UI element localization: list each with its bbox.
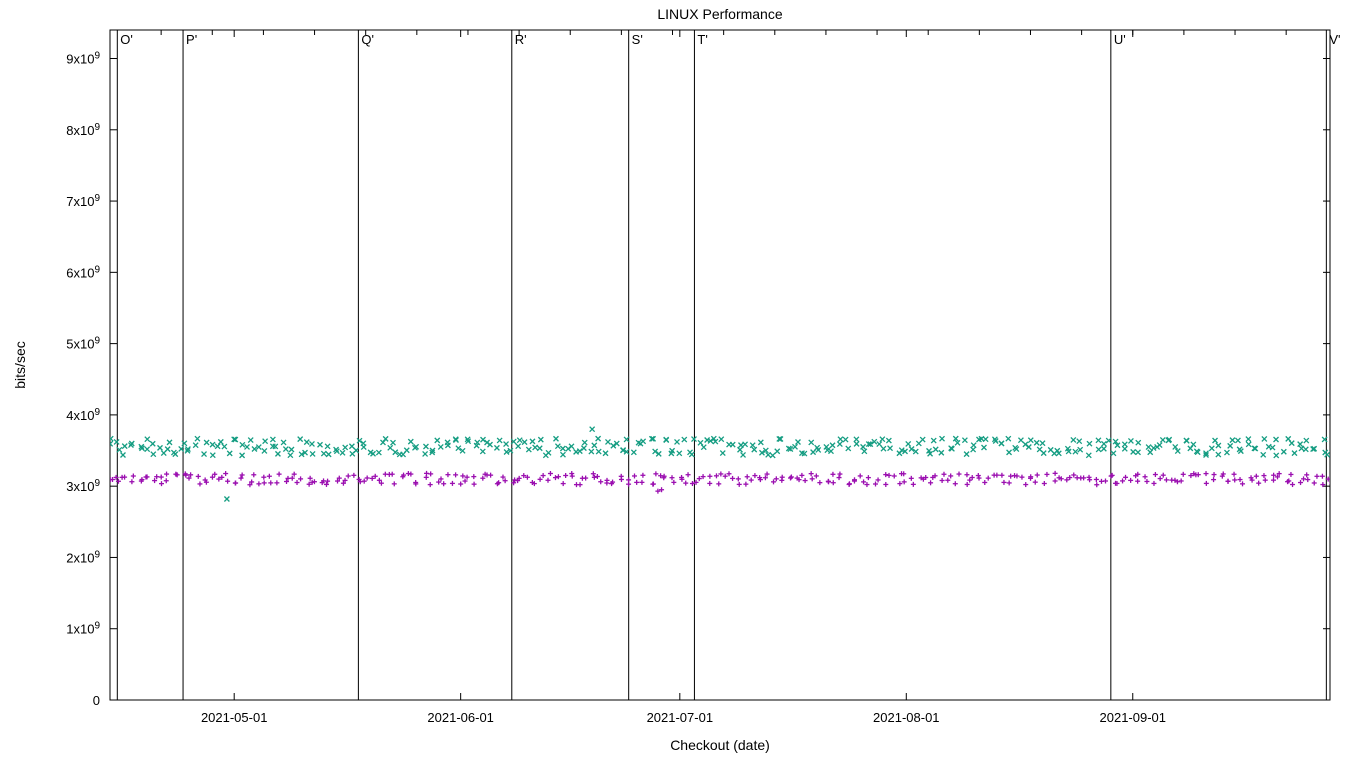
event-label: S' <box>632 32 643 47</box>
chart-title: LINUX Performance <box>657 6 782 22</box>
event-label: U' <box>1114 32 1126 47</box>
x-tick-label: 2021-09-01 <box>1100 710 1167 725</box>
chart-container: LINUX Performance Checkout (date) bits/sec… <box>0 0 1360 768</box>
event-label: O' <box>120 32 133 47</box>
x-tick-label: 2021-08-01 <box>873 710 940 725</box>
event-label: R' <box>515 32 527 47</box>
x-tick-label: 2021-07-01 <box>647 710 714 725</box>
event-label: T' <box>697 32 707 47</box>
y-tick-label: 0 <box>93 693 100 708</box>
chart-svg: LINUX Performance Checkout (date) bits/sec… <box>0 0 1360 768</box>
event-label: P' <box>186 32 197 47</box>
x-tick-label: 2021-05-01 <box>201 710 268 725</box>
x-axis-label: Checkout (date) <box>670 737 770 753</box>
y-axis-label: bits/sec <box>12 341 28 388</box>
event-label: V' <box>1329 32 1340 47</box>
x-tick-label: 2021-06-01 <box>427 710 494 725</box>
event-label: Q' <box>361 32 374 47</box>
